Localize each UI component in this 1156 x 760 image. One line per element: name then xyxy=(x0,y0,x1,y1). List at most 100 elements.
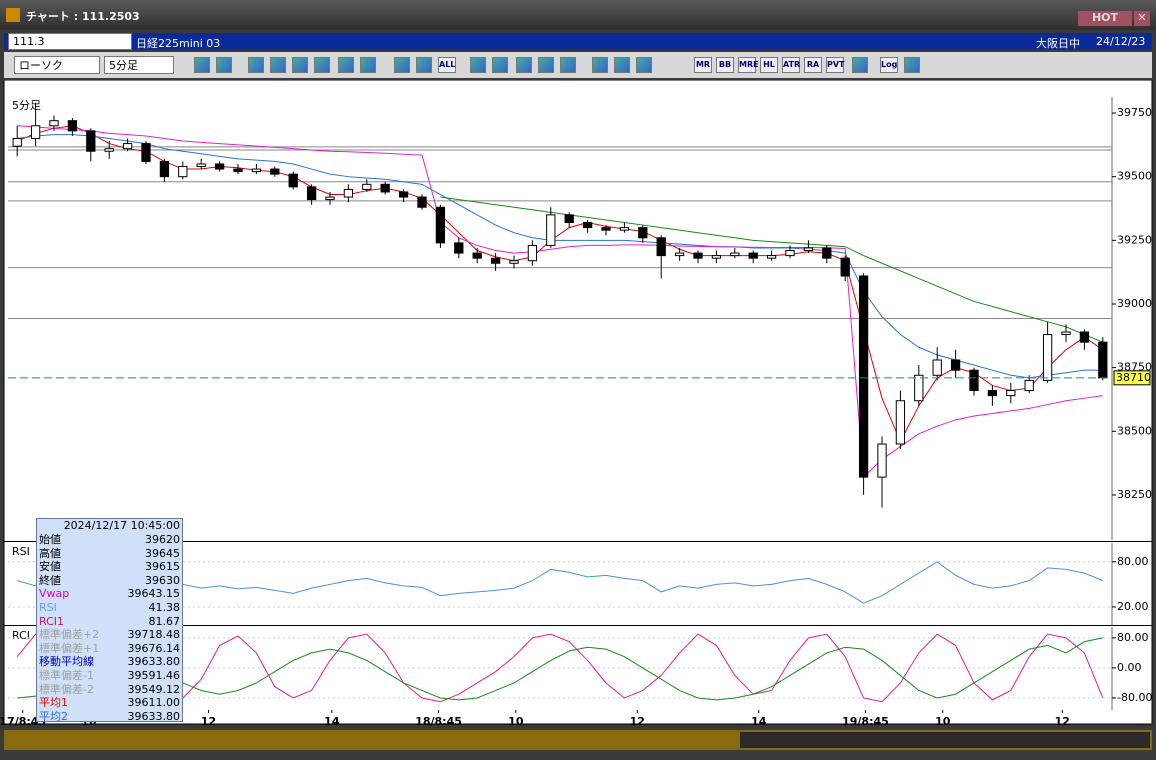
tool-button[interactable]: MR xyxy=(694,57,712,73)
tool-icon[interactable] xyxy=(636,57,652,73)
tool-button[interactable]: HL xyxy=(760,57,778,73)
hot-button[interactable]: HOT xyxy=(1078,11,1132,26)
tooltip-row: 標準偏差-2 39549.12 xyxy=(39,683,180,697)
candle-body xyxy=(693,252,703,259)
x-tick-label: 10 xyxy=(508,715,524,728)
tooltip-value: 41.38 xyxy=(148,600,181,614)
tooltip-row: RCI1 81.67 xyxy=(39,615,180,629)
tool-icon[interactable] xyxy=(492,57,508,73)
tooltip-row: 平均1 39611.00 xyxy=(39,696,180,710)
candle-body xyxy=(1006,390,1016,397)
x-tick-label: 17/8:45 xyxy=(0,715,46,728)
series-line xyxy=(16,633,1104,703)
tooltip-label: RCI1 xyxy=(39,614,65,628)
tool-button[interactable]: Log xyxy=(880,57,898,73)
candle-body xyxy=(564,214,574,224)
y-tick-label: 80.00 xyxy=(1117,555,1149,568)
candle-body xyxy=(306,186,317,201)
tool-icon[interactable] xyxy=(338,57,354,73)
tool-icon[interactable] xyxy=(270,57,286,73)
candle-body xyxy=(969,369,979,392)
tool-button[interactable]: BB xyxy=(716,57,734,73)
candle-body xyxy=(748,252,758,259)
candle-body xyxy=(270,168,280,175)
tooltip-label: 終値 xyxy=(39,573,61,587)
chart-frame xyxy=(3,80,1153,725)
x-tick-label: 12 xyxy=(201,715,216,728)
tooltip-row: 始値 39620 xyxy=(39,533,180,547)
tool-icon[interactable] xyxy=(614,57,630,73)
candle-body xyxy=(325,196,335,201)
candle-body xyxy=(472,252,482,259)
chart-style-select[interactable]: ローソク xyxy=(14,56,100,74)
candle-body xyxy=(1061,331,1071,336)
series-line xyxy=(17,637,1103,701)
candle-body xyxy=(1024,379,1034,392)
tool-icon[interactable] xyxy=(560,57,576,73)
tool-icon[interactable] xyxy=(904,57,920,73)
tooltip-row: 安値 39615 xyxy=(39,560,180,574)
tooltip-value: 39676.14 xyxy=(127,641,181,655)
tooltip-value: 39620 xyxy=(145,533,180,546)
x-tick-label: 10 xyxy=(935,715,951,728)
current-price-box xyxy=(1113,370,1151,386)
candle-body xyxy=(398,191,409,198)
tooltip-value: 39633.80 xyxy=(127,655,181,669)
candle-body xyxy=(67,120,78,132)
symbol-name: 日経225mini 03 xyxy=(136,37,221,50)
tooltip-row: 移動平均線 39633.80 xyxy=(39,655,180,669)
candle-body xyxy=(601,227,611,231)
tool-icon[interactable] xyxy=(416,57,432,73)
interval-select[interactable]: 5分足 xyxy=(104,56,174,74)
tool-icon[interactable] xyxy=(470,57,486,73)
tooltip-value: 39615 xyxy=(145,560,180,574)
candle-body xyxy=(987,390,998,397)
tool-icon[interactable] xyxy=(852,57,868,73)
candle-body xyxy=(785,250,795,257)
candle-body xyxy=(546,214,556,246)
tool-button[interactable]: ATR xyxy=(782,57,800,73)
tool-icon[interactable] xyxy=(194,57,210,73)
tooltip-row: 標準偏差+2 39718.48 xyxy=(39,628,180,642)
panel-title: 5分足 xyxy=(12,99,41,112)
code-input[interactable]: 111.3 xyxy=(8,33,132,50)
tool-icon[interactable] xyxy=(516,57,532,73)
x-tick-label: 14 xyxy=(324,715,340,728)
candle-body xyxy=(122,143,133,150)
tool-icon[interactable] xyxy=(360,57,376,73)
candle-body xyxy=(435,206,446,244)
candle-body xyxy=(251,168,262,173)
candle-body xyxy=(509,260,519,264)
tool-button[interactable]: PVT xyxy=(826,57,845,73)
candle-body xyxy=(877,443,887,478)
tool-icon[interactable] xyxy=(538,57,554,73)
candle-body xyxy=(490,257,501,264)
chart-area: 5分足3825038500387503900039250395003975038… xyxy=(0,80,1153,750)
date: 24/12/23 xyxy=(1096,35,1146,48)
candle-body xyxy=(803,247,814,252)
tool-button[interactable]: ALL xyxy=(438,57,456,73)
tooltip-label: 始値 xyxy=(39,533,61,546)
panel-title: RCI xyxy=(12,629,30,642)
candle-body xyxy=(12,137,22,147)
tool-button[interactable]: MRE xyxy=(738,57,759,73)
y-tick-label: 20.00 xyxy=(1117,600,1149,613)
series-line xyxy=(17,125,1103,479)
candle-body xyxy=(380,183,390,193)
candle-body xyxy=(840,257,850,277)
tool-icon[interactable] xyxy=(314,57,330,73)
candle-body xyxy=(619,227,630,231)
tool-icon[interactable] xyxy=(394,57,410,73)
tool-icon[interactable] xyxy=(248,57,264,73)
series-line xyxy=(17,561,1103,604)
tool-button[interactable]: RA xyxy=(804,57,822,73)
tooltip-row: RSI 41.38 xyxy=(39,601,180,615)
tool-icon[interactable] xyxy=(292,57,308,73)
y-tick-label: 80.00 xyxy=(1117,631,1149,644)
tool-icon[interactable] xyxy=(592,57,608,73)
tooltip-value: 39549.12 xyxy=(127,682,181,696)
close-button[interactable]: ✕ xyxy=(1134,11,1150,26)
series-line xyxy=(17,134,1103,379)
tool-icon[interactable] xyxy=(216,57,232,73)
